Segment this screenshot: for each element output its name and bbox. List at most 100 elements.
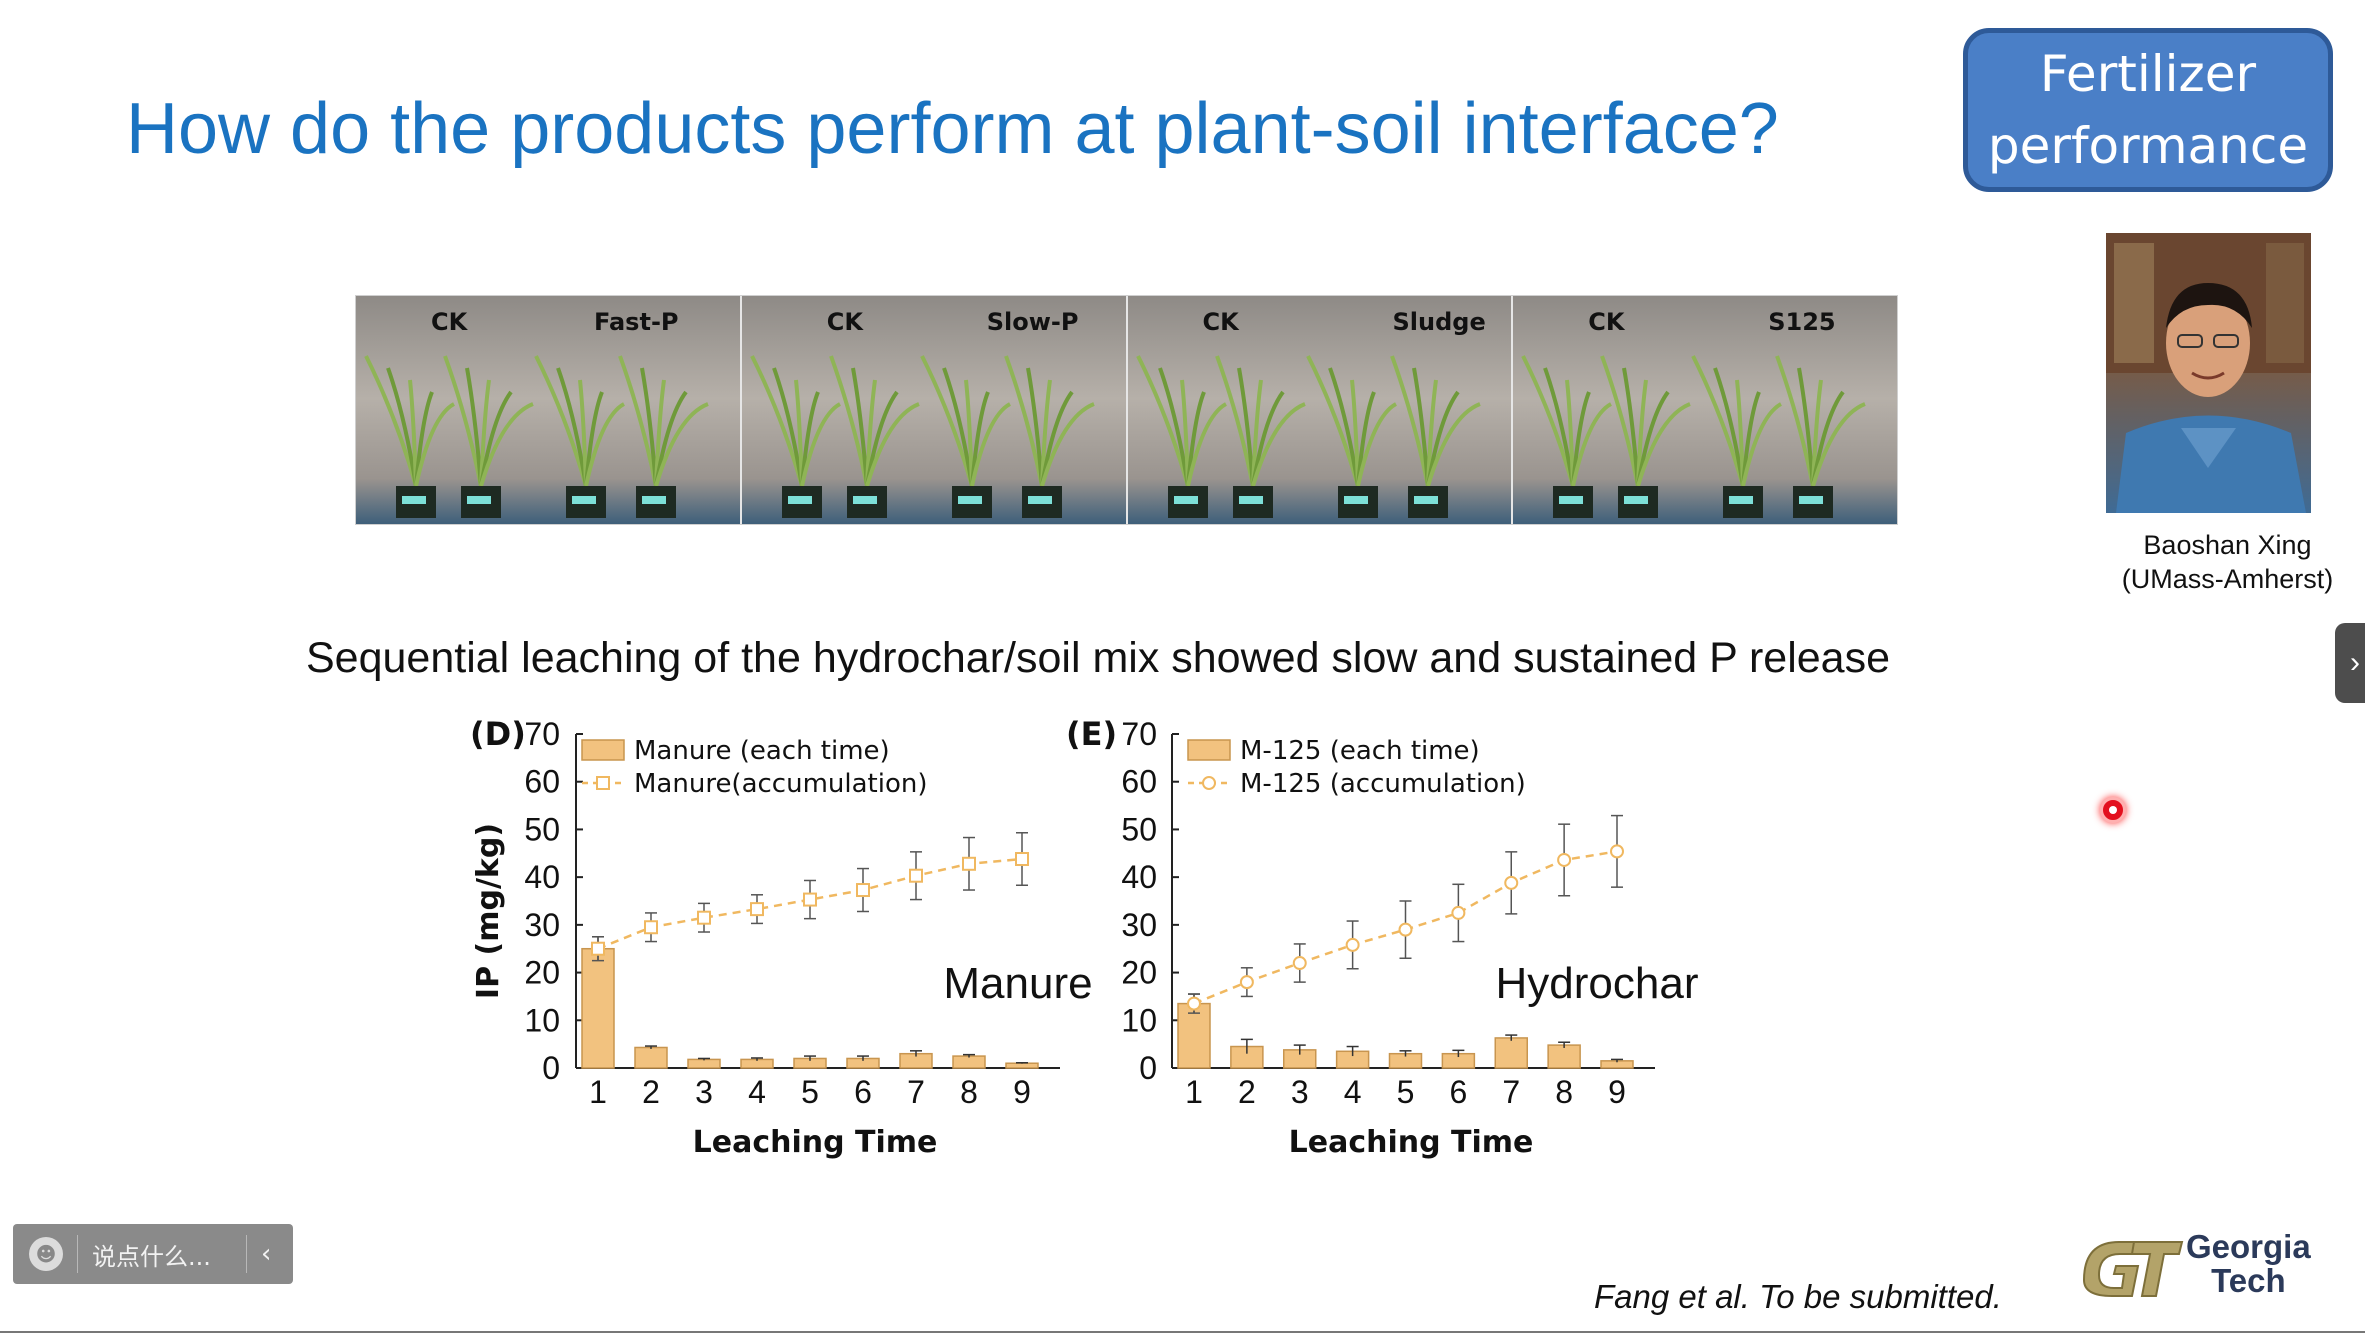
slide-subtitle: Sequential leaching of the hydrochar/soi…	[306, 634, 1890, 682]
photo-label-left: CK	[1588, 308, 1625, 336]
x-tick-label: 3	[1291, 1074, 1309, 1110]
y-tick-label: 30	[524, 907, 560, 943]
chat-input[interactable]: 说点什么...	[92, 1242, 211, 1271]
plant-photo-icon	[1521, 355, 1867, 518]
x-tick-label: 6	[1449, 1074, 1467, 1110]
x-tick-label: 7	[1502, 1074, 1520, 1110]
accumulation-point	[1239, 975, 1254, 990]
x-tick-label: 2	[1238, 1074, 1256, 1110]
accumulation-point	[803, 892, 817, 907]
x-tick-label: 3	[695, 1074, 713, 1110]
smiley-icon[interactable]: ☻	[29, 1237, 63, 1271]
presenter-caption: Baoshan Xing (UMass-Amherst)	[2085, 528, 2365, 596]
accumulation-point	[1398, 922, 1413, 937]
legend-bar-swatch	[581, 739, 625, 761]
georgia-tech-logo-icon	[2082, 1241, 2184, 1297]
badge-line-1: Fertilizer	[2039, 45, 2257, 103]
accumulation-point	[1504, 875, 1519, 890]
plant-photo-icon	[749, 355, 1095, 518]
georgia-tech-wordmark: Georgia Tech	[2186, 1230, 2311, 1298]
presenter-video	[2106, 233, 2311, 513]
bar	[1494, 1037, 1528, 1069]
y-tick-label: 10	[524, 1002, 560, 1038]
accumulation-point	[1451, 905, 1466, 920]
presenter-figure-icon	[2106, 233, 2311, 513]
legend-line-marker	[596, 776, 610, 790]
accumulation-point	[1610, 844, 1624, 859]
chevron-left-icon[interactable]: ‹	[261, 1239, 272, 1269]
x-tick-label: 5	[801, 1074, 819, 1110]
plant-photo-icon	[364, 355, 709, 518]
x-tick-label: 2	[642, 1074, 660, 1110]
y-tick-label: 20	[1121, 955, 1157, 991]
photo-panel-fast-p: CK Fast-P	[356, 296, 742, 524]
legend-bar-swatch	[1187, 739, 1231, 761]
y-tick-label: 40	[524, 859, 560, 895]
bar	[1547, 1044, 1581, 1069]
x-tick-label: 1	[589, 1074, 607, 1110]
side-panel-toggle[interactable]: ›	[2335, 623, 2365, 703]
slide-title: How do the products perform at plant-soi…	[126, 89, 1779, 169]
x-tick-label: 4	[1344, 1074, 1362, 1110]
accumulation-point	[1345, 937, 1360, 952]
y-tick-label: 20	[524, 955, 560, 991]
chat-divider	[246, 1235, 247, 1273]
chart-annotation: Hydrochar	[1496, 959, 1699, 1008]
bar	[1005, 1062, 1039, 1069]
y-tick-label: 60	[524, 764, 560, 800]
x-tick-label: 9	[1013, 1074, 1031, 1110]
section-badge: Fertilizer performance	[1963, 28, 2333, 192]
y-tick-label: 50	[524, 811, 560, 847]
photo-panel-s125: CK S125	[1513, 296, 1897, 524]
legend-bar-label: M-125 (each time)	[1240, 736, 1480, 766]
y-tick-label: 70	[524, 716, 560, 752]
x-tick-label: 5	[1397, 1074, 1415, 1110]
y-axis-label: IP (mg/kg)	[471, 823, 506, 999]
accumulation-line	[597, 857, 1023, 950]
presenter-name: Baoshan Xing	[2143, 530, 2312, 560]
legend-line-label: Manure(accumulation)	[634, 769, 928, 799]
x-axis-label: Leaching Time	[693, 1125, 938, 1160]
x-tick-label: 8	[960, 1074, 978, 1110]
bar	[581, 947, 615, 1069]
chart-annotation: Manure	[943, 959, 1092, 1008]
x-tick-label: 1	[1185, 1074, 1203, 1110]
chat-input-bar[interactable]: ☻ 说点什么... ‹	[13, 1224, 293, 1284]
photo-label-left: CK	[826, 308, 863, 336]
plant-photo-icon	[1135, 355, 1481, 518]
x-tick-label: 6	[854, 1074, 872, 1110]
panel-label: (E)	[1066, 715, 1117, 753]
photo-label-left: CK	[431, 308, 468, 336]
window-bottom-border	[0, 1331, 2365, 1333]
accumulation-point	[750, 902, 764, 917]
x-tick-label: 8	[1555, 1074, 1573, 1110]
accumulation-point	[1187, 996, 1201, 1011]
legend-line-marker	[1202, 776, 1216, 790]
photo-label-right: Slow-P	[986, 308, 1079, 336]
x-axis-label: Leaching Time	[1289, 1125, 1534, 1160]
plant-photo-strip: CK Fast-P CK Slow-P CK Sludge CK S125	[355, 295, 1898, 525]
bar	[634, 1046, 668, 1069]
photo-label-right: Fast-P	[594, 308, 679, 336]
bar	[687, 1058, 721, 1069]
badge-line-2: performance	[1987, 117, 2309, 175]
y-tick-label: 40	[1121, 859, 1157, 895]
accumulation-point	[909, 868, 923, 883]
logo-line-2: Tech	[2211, 1262, 2286, 1299]
y-tick-label: 60	[1121, 764, 1157, 800]
y-tick-label: 70	[1121, 716, 1157, 752]
x-tick-label: 4	[748, 1074, 766, 1110]
accumulation-point	[644, 920, 658, 935]
bar	[1177, 1002, 1211, 1069]
citation: Fang et al. To be submitted.	[1594, 1278, 2002, 1315]
y-tick-label: 0	[542, 1050, 560, 1086]
x-tick-label: 9	[1608, 1074, 1626, 1110]
photo-label-left: CK	[1202, 308, 1239, 336]
accumulation-point	[591, 941, 605, 956]
bar	[952, 1055, 986, 1069]
panel-label: (D)	[470, 715, 526, 753]
chat-divider	[77, 1235, 78, 1273]
legend-line-label: M-125 (accumulation)	[1240, 769, 1526, 799]
accumulation-point	[962, 856, 976, 871]
